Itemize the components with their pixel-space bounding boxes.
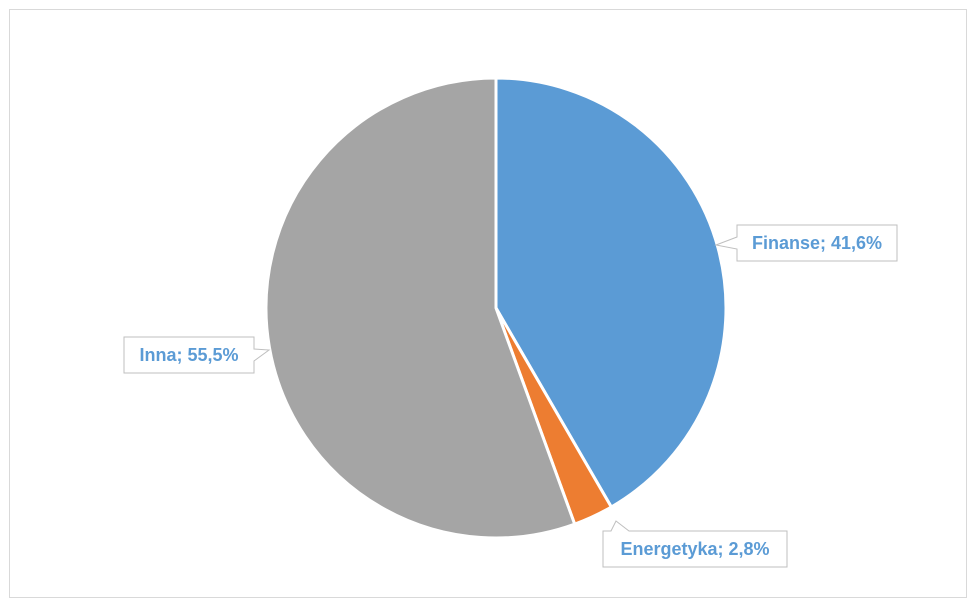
data-label-text: Inna; 55,5% — [139, 345, 238, 365]
data-label-finanse: Finanse; 41,6% — [714, 224, 898, 262]
pie-slice-finanse — [494, 76, 728, 509]
data-label-callout — [123, 336, 271, 374]
data-label-callout — [602, 520, 788, 568]
data-label-text: Energetyka; 2,8% — [620, 539, 769, 559]
data-label-text: Finanse; 41,6% — [752, 233, 882, 253]
pie-slice-inna — [264, 76, 577, 540]
data-label-energetyka: Energetyka; 2,8% — [602, 520, 788, 568]
data-label-callout — [714, 224, 898, 262]
data-label-inna: Inna; 55,5% — [123, 336, 271, 374]
